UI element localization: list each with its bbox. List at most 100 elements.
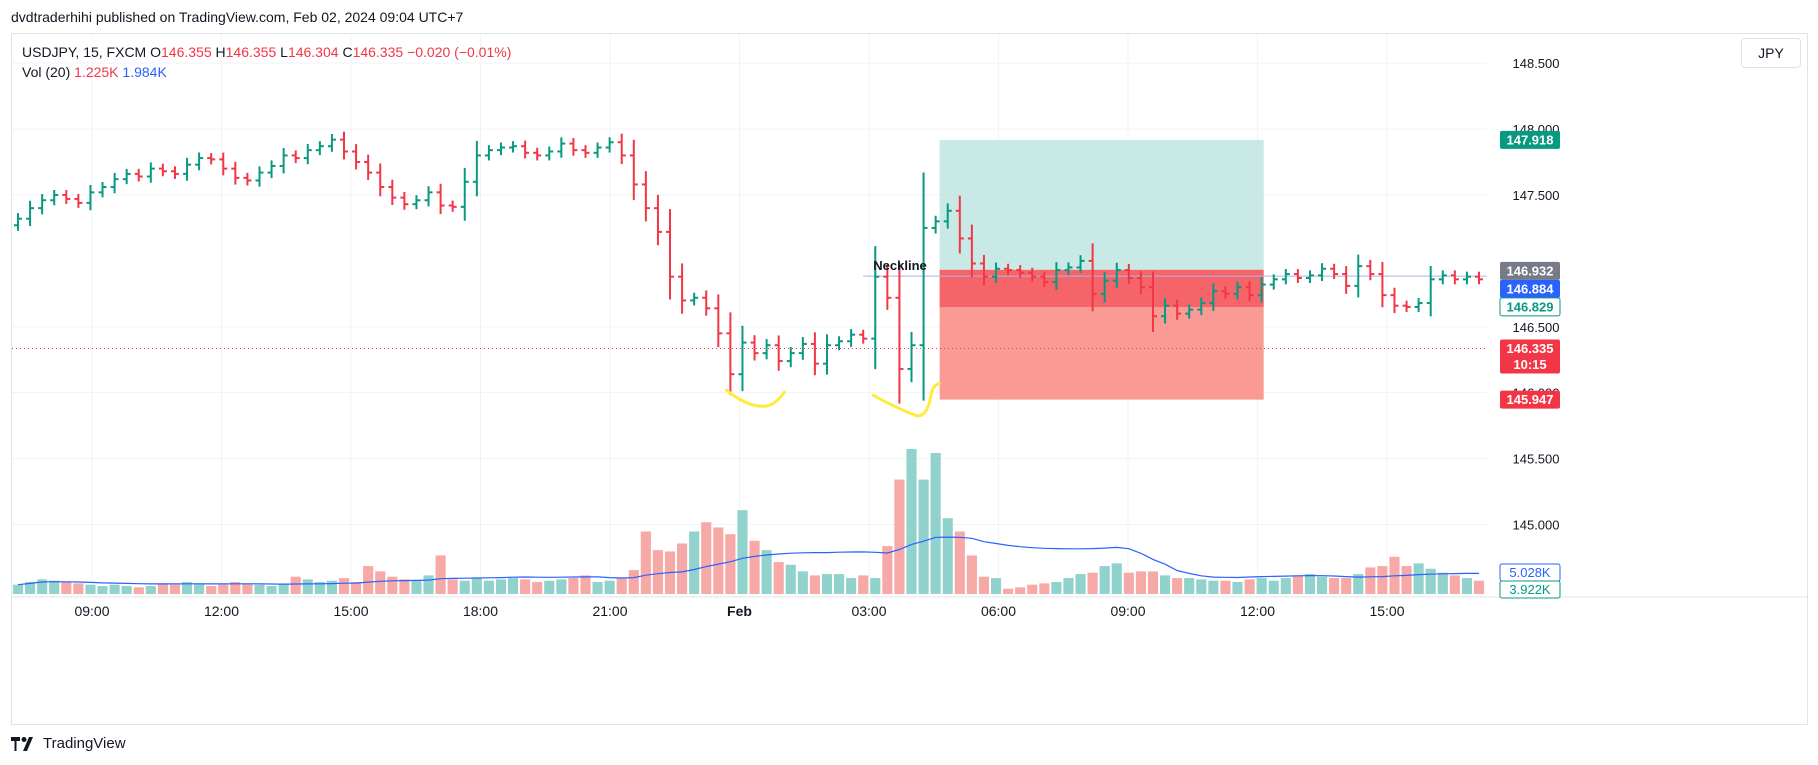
volume-bar [737,510,748,594]
ohlc-bar [1378,261,1387,308]
ohlc-bar [1100,272,1109,303]
price-label: 146.335 [1500,339,1560,358]
ohlc-bar [1390,287,1399,314]
tradingview-brand[interactable]: TradingView [11,735,126,752]
volume-bar [351,582,362,594]
volume-bar [423,575,434,594]
ohlc-bar [1016,265,1025,278]
annotations: Neckline [724,258,941,418]
ohlc-bar [448,200,457,212]
price-label-text: 146.335 [1507,341,1554,356]
y-tick-label: 148.500 [1513,56,1560,71]
volume-bar [411,580,422,594]
volume-bar [556,579,567,594]
ohlc-bar [533,147,542,161]
ohlc-bar [62,189,71,204]
volume-bar [278,583,289,594]
volume-label-text: 5.028K [1509,565,1551,580]
price-label: 10:15 [1500,355,1560,374]
ohlc-bar [678,263,687,314]
ohlc-bar [1076,255,1085,274]
volume-bar [435,555,446,594]
ohlc-bar [315,141,324,156]
ohlc-bar [255,166,264,187]
volume-bar [1087,572,1098,594]
ohlc-bar [810,332,819,376]
price-label-text: 146.932 [1507,263,1554,278]
volume-bar [1220,580,1231,594]
volume-bar [1377,566,1388,594]
volume-bar [1341,578,1352,594]
volume-bar [1316,576,1328,594]
price-label-bg [1500,279,1560,298]
ohlc-bar [364,154,373,180]
price-label: 146.884 [1500,279,1560,298]
volume-bar [1256,578,1267,594]
volume-bar [520,579,531,594]
volume-bar [1401,566,1412,594]
legend-vol-value: 1.225K [74,64,119,80]
volume-bar [942,518,953,594]
ohlc-bar [1088,243,1097,312]
legend-l-label: L [280,44,288,60]
ohlc-bar [376,163,385,197]
volume-bar [363,566,374,594]
x-tick-label: 21:00 [592,603,627,619]
ohlc-bar [1305,270,1314,284]
volume-bar [1232,582,1243,594]
volume-label: 5.028K [1499,563,1561,582]
volume-bar [640,531,651,594]
ohlc-bar [484,145,493,161]
volume-bar [918,479,929,594]
volume-bar [242,583,253,594]
ohlc-bar [617,133,626,165]
ohlc-bars [14,131,1483,404]
brand-label: TradingView [43,735,126,752]
ohlc-bar [1462,271,1471,285]
price-label-text: 145.947 [1507,392,1554,407]
volume-bar [604,580,615,594]
volume-bar [870,578,881,594]
ohlc-bar [1330,263,1339,280]
ohlc-bar [98,182,107,198]
ohlc-bar [1173,299,1182,320]
price-lines [12,275,1487,350]
grid [12,34,1487,594]
ohlc-bar [943,203,952,229]
volume-bar [1027,584,1038,594]
ohlc-bar [1148,271,1157,332]
y-tick-label: 145.000 [1513,517,1560,532]
current-loss-zone [939,269,1264,307]
ohlc-bar [1233,281,1242,300]
x-tick-label: 09:00 [74,603,109,619]
volume-bar [1147,571,1159,594]
ohlc-bar [714,294,723,348]
volume-bar [532,582,543,594]
ohlc-bar [1342,266,1351,294]
volume-bar [61,582,72,594]
ohlc-bar [1402,300,1411,313]
y-tick-label: 145.500 [1513,452,1560,467]
price-label: 146.932 [1500,261,1560,280]
volume-bar [157,583,168,594]
price-label: 145.947 [1500,390,1560,409]
volume-bar [49,580,60,594]
ohlc-bar [545,146,554,161]
ohlc-bar [641,171,650,222]
ohlc-bar [1221,286,1230,299]
ohlc-bar [1354,254,1363,298]
volume-bar [652,550,664,594]
ohlc-chart[interactable]: Neckline 148.500148.000147.500146.500146… [12,34,1808,724]
volume-bar [689,531,700,594]
ohlc-bar [1136,271,1145,295]
volume-bar [85,584,96,594]
ohlc-bar [110,172,119,194]
volume-bar [966,555,977,594]
volume-bar [459,580,470,594]
volume-bar [290,576,301,594]
ohlc-bar [303,143,312,165]
volume-bar [121,586,132,594]
currency-button[interactable]: JPY [1741,38,1801,68]
volume-bar [1196,579,1207,594]
ohlc-bar [86,184,95,211]
